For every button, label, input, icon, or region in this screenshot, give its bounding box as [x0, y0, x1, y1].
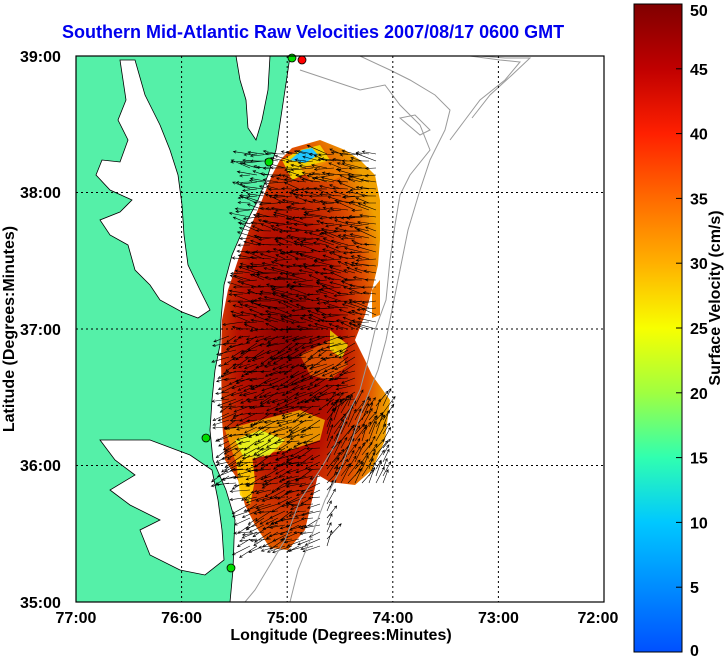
grid-lines	[76, 56, 604, 602]
colorbar-tick-label: 35	[690, 191, 708, 208]
colorbar-ticks: 0 5 10 15 20 25 30 35 40 45 50	[676, 3, 708, 659]
colorbar-label: Surface Velocity (cm/s)	[707, 210, 724, 385]
velocity-arrow-set	[210, 144, 396, 558]
colorbar-tick-label: 45	[690, 62, 708, 79]
colorbar-tick-label: 10	[690, 515, 708, 532]
y-tick-label: 36:00	[20, 458, 61, 475]
plot-frame	[75, 55, 605, 603]
x-tick-label: 77:00	[56, 610, 97, 627]
colorbar-tick-label: 30	[690, 256, 708, 273]
colorbar-tick-label: 20	[690, 386, 708, 403]
colorbar-tick-label: 15	[690, 451, 708, 468]
x-tick-label: 74:00	[372, 610, 413, 627]
bathymetry-contours	[244, 56, 532, 602]
y-tick-label: 39:00	[20, 49, 61, 66]
colorbar-tick-label: 40	[690, 127, 708, 144]
y-axis-ticks: 39:00 38:00 37:00 36:00 35:00	[20, 49, 61, 612]
chesapeake-bay	[95, 59, 211, 319]
pamlico-sound	[99, 439, 225, 576]
y-tick-label: 35:00	[20, 595, 61, 612]
x-tick-label: 76:00	[161, 610, 202, 627]
x-tick-label: 73:00	[478, 610, 519, 627]
x-axis-ticks: 77:00 76:00 75:00 74:00 73:00 72:00	[56, 610, 619, 627]
colorbar-tick-label: 50	[690, 3, 708, 20]
y-tick-label: 38:00	[20, 185, 61, 202]
y-tick-label: 37:00	[20, 322, 61, 339]
y-axis-label: Latitude (Degrees:Minutes)	[1, 226, 18, 432]
colorbar-tick-label: 25	[690, 321, 708, 338]
velocity-arrows	[210, 144, 396, 558]
chart-title: Southern Mid-Atlantic Raw Velocities 200…	[62, 22, 565, 42]
delaware-bay	[235, 56, 271, 141]
x-tick-label: 75:00	[267, 610, 308, 627]
colorbar-tick-label: 0	[690, 643, 699, 659]
x-tick-label: 72:00	[578, 610, 619, 627]
x-axis-label: Longitude (Degrees:Minutes)	[230, 627, 451, 644]
colorbar	[633, 3, 683, 653]
colorbar-tick-label: 5	[690, 580, 699, 597]
